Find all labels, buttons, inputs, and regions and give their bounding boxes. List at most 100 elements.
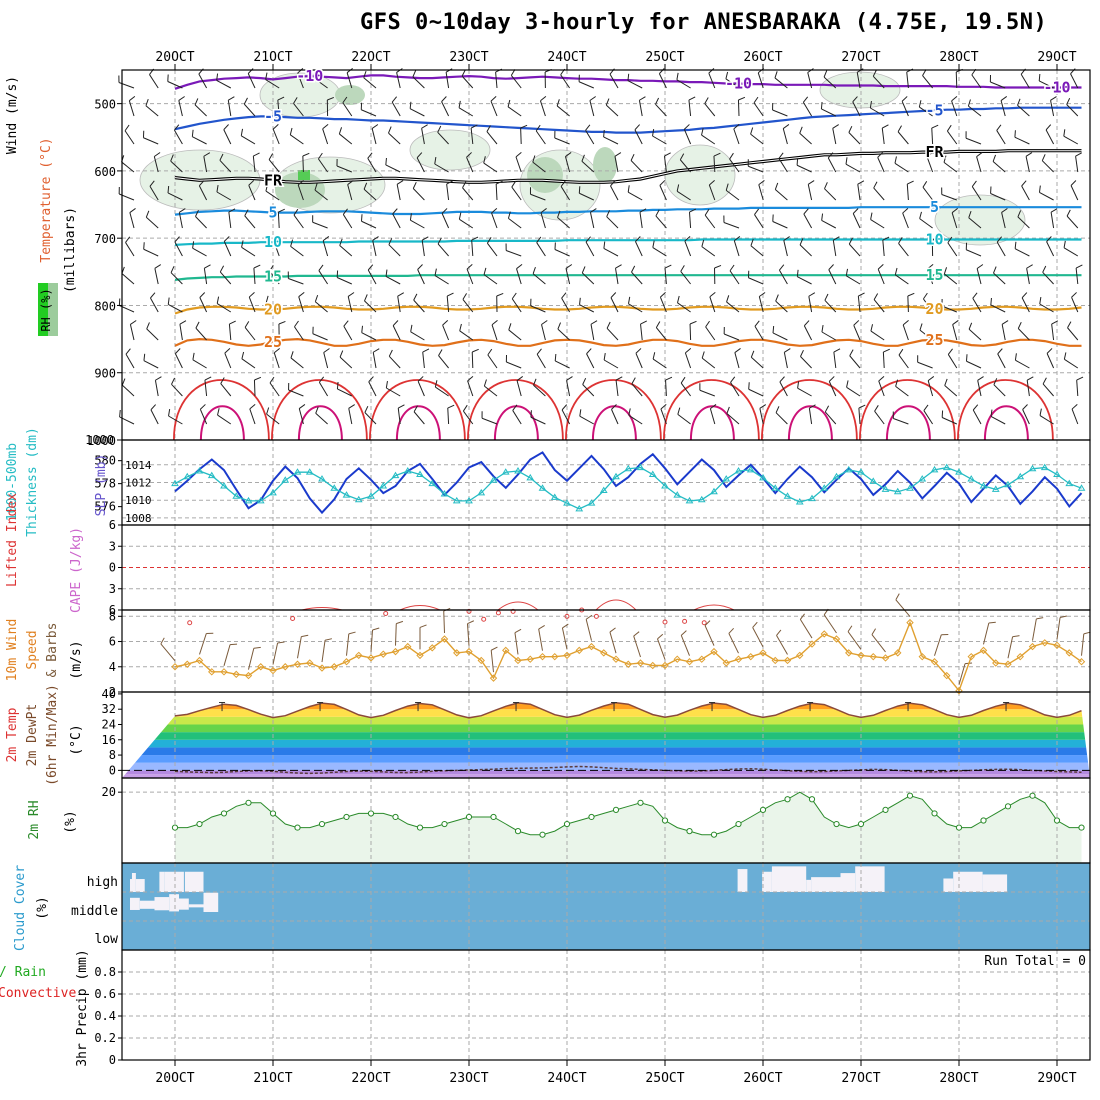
wind-barb xyxy=(990,81,1006,89)
wind-barb xyxy=(775,406,780,413)
wind-barb xyxy=(1046,353,1055,369)
wind-barb xyxy=(898,348,904,356)
wind-barb xyxy=(611,404,617,410)
wind-barb xyxy=(894,267,898,275)
wind-barb xyxy=(1001,208,1008,213)
wind-barb xyxy=(153,156,159,173)
wind-barb xyxy=(241,240,244,248)
wind-barb xyxy=(216,296,220,304)
wind-barb xyxy=(486,237,492,244)
wind-barb xyxy=(633,631,640,637)
wind-barb xyxy=(996,124,1002,131)
wind-barb xyxy=(993,272,1006,285)
wind-speed-point xyxy=(575,646,583,655)
wind-barb xyxy=(470,124,478,129)
precip-tick-label: 0.4 xyxy=(94,1009,116,1023)
pressure-tick-label: 1000 xyxy=(85,433,114,447)
wind-barb xyxy=(947,242,958,257)
wind-barb xyxy=(852,213,861,229)
wind-barb xyxy=(902,208,909,214)
wind-barb xyxy=(336,165,352,173)
wind-barb xyxy=(754,214,764,229)
wind-barb xyxy=(459,330,474,341)
wind-barb xyxy=(847,631,862,650)
wind-barb xyxy=(1039,192,1054,201)
wind-barb xyxy=(677,413,691,425)
wind-barb xyxy=(988,621,996,624)
bl-contour xyxy=(565,379,662,441)
bl-contour xyxy=(859,379,956,441)
slp-tick-label: 1012 xyxy=(125,477,152,490)
thickness-point xyxy=(1016,472,1025,480)
wind-barb xyxy=(856,72,861,89)
wind-barb xyxy=(386,387,401,397)
cloud-gap-high xyxy=(737,869,748,892)
rh-shading xyxy=(409,129,491,171)
time-label-top: 29OCT xyxy=(1037,50,1076,65)
wind-barb xyxy=(579,409,582,417)
wind-barb xyxy=(421,236,429,241)
wind-barb xyxy=(710,404,717,410)
wind-barb xyxy=(996,241,1006,257)
wind-barb xyxy=(392,213,401,229)
thickness-point xyxy=(305,468,314,475)
temp-band-hot xyxy=(122,698,1090,702)
cloud-gap-high xyxy=(762,871,772,892)
cloud-gap-high xyxy=(855,866,885,892)
cloud-gap-high xyxy=(135,879,145,892)
wind-barb xyxy=(348,408,353,425)
wind-barb xyxy=(578,186,581,194)
wind-barb xyxy=(204,376,212,381)
wind-barb xyxy=(560,186,571,201)
wind-barb xyxy=(561,409,571,425)
wind-barb xyxy=(709,180,715,186)
li-point xyxy=(701,620,707,626)
wind-barb xyxy=(627,73,630,81)
wind-barb xyxy=(391,101,401,117)
thickness-point xyxy=(1040,463,1049,471)
wind-barb xyxy=(726,301,740,313)
wind-barb xyxy=(947,354,958,369)
wind-barb xyxy=(1042,271,1054,285)
wind-barb xyxy=(821,331,837,341)
wind-barb xyxy=(343,325,353,341)
wind-barb xyxy=(336,277,353,285)
wind-barb xyxy=(680,271,691,285)
wind-barb xyxy=(487,348,493,356)
wind-barb xyxy=(536,236,542,243)
wind-barb xyxy=(628,303,643,313)
wind-barb xyxy=(824,182,828,189)
wind-barb xyxy=(968,328,982,341)
thickness-point xyxy=(832,472,841,480)
wind-speed-point xyxy=(1004,660,1012,668)
wind-speed-point xyxy=(661,661,669,670)
bl-contour-inner xyxy=(395,405,441,441)
wind-barb xyxy=(174,353,183,369)
rh-point xyxy=(416,824,424,831)
wind-barb xyxy=(441,213,450,229)
wind-barb xyxy=(922,181,928,188)
wind-barb xyxy=(1063,135,1079,145)
wind-barb xyxy=(339,133,353,145)
wind-barb xyxy=(952,320,959,325)
wind-barb xyxy=(442,320,449,326)
wind-barb xyxy=(244,327,256,341)
wind-barb xyxy=(799,126,803,134)
wind-barb xyxy=(733,240,740,257)
wind-barb xyxy=(223,236,230,242)
wind-barb xyxy=(514,628,522,634)
wind-barb xyxy=(684,352,692,369)
wind-barb xyxy=(536,348,542,355)
wind-barb xyxy=(533,384,546,397)
wind-barb xyxy=(582,384,595,397)
wind-barb xyxy=(412,188,425,201)
wind-barb xyxy=(993,266,997,274)
wind-barb xyxy=(272,124,279,130)
temp-contour-label: -10 xyxy=(725,74,752,92)
wind-barb xyxy=(178,212,183,229)
wind-barb xyxy=(894,162,909,173)
precip-panel-frame xyxy=(121,949,1091,1061)
wind-barb xyxy=(1021,292,1028,299)
wind-barb xyxy=(324,638,332,641)
wind-barb xyxy=(293,103,304,117)
